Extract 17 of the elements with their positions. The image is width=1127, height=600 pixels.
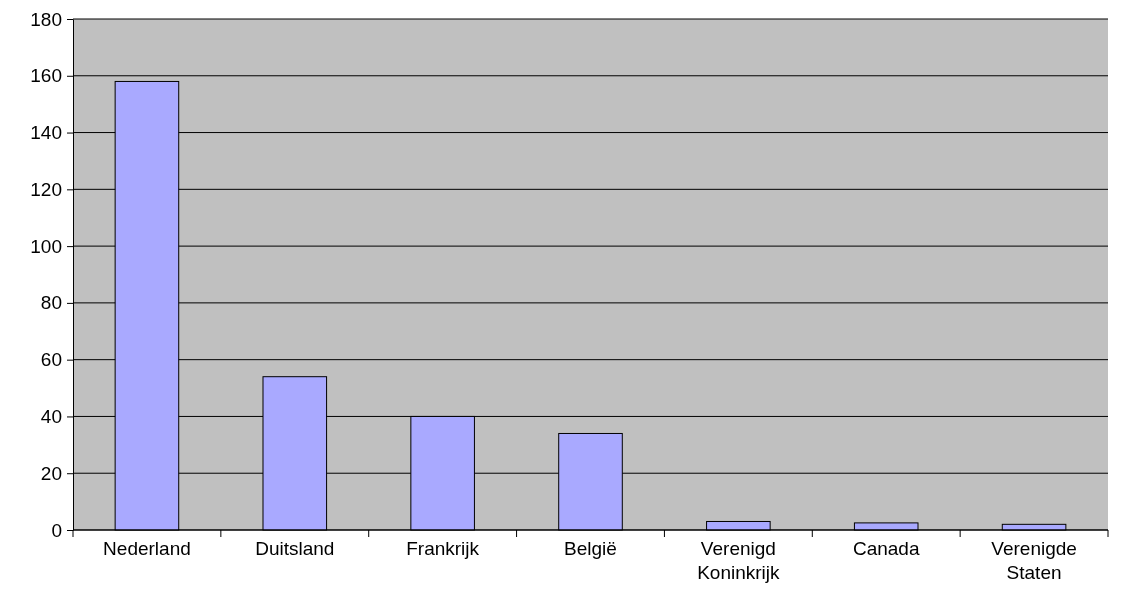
y-tick-label: 40 [40, 406, 62, 428]
x-tick-label: Nederland [103, 538, 191, 559]
y-tick-label: 100 [30, 235, 62, 257]
y-tick-label: 0 [51, 519, 62, 541]
x-tick-label: Duitsland [255, 538, 335, 559]
y-tick-label: 80 [40, 292, 62, 314]
y-tick-label: 20 [40, 462, 62, 484]
x-tick-label: Canada [852, 538, 920, 559]
y-tick-label: 60 [40, 349, 62, 371]
y-tick-label: 120 [30, 178, 62, 200]
x-tick-label: Verenigd Koninkrijk [697, 538, 781, 583]
y-tick-label: 180 [30, 8, 62, 30]
x-tick-label: Frankrijk [406, 538, 480, 559]
x-tick-label: Verenigde Staten [991, 538, 1077, 583]
y-tick-label: 160 [30, 65, 62, 87]
y-tick-label: 140 [30, 122, 62, 144]
x-tick-label: België [564, 538, 617, 559]
